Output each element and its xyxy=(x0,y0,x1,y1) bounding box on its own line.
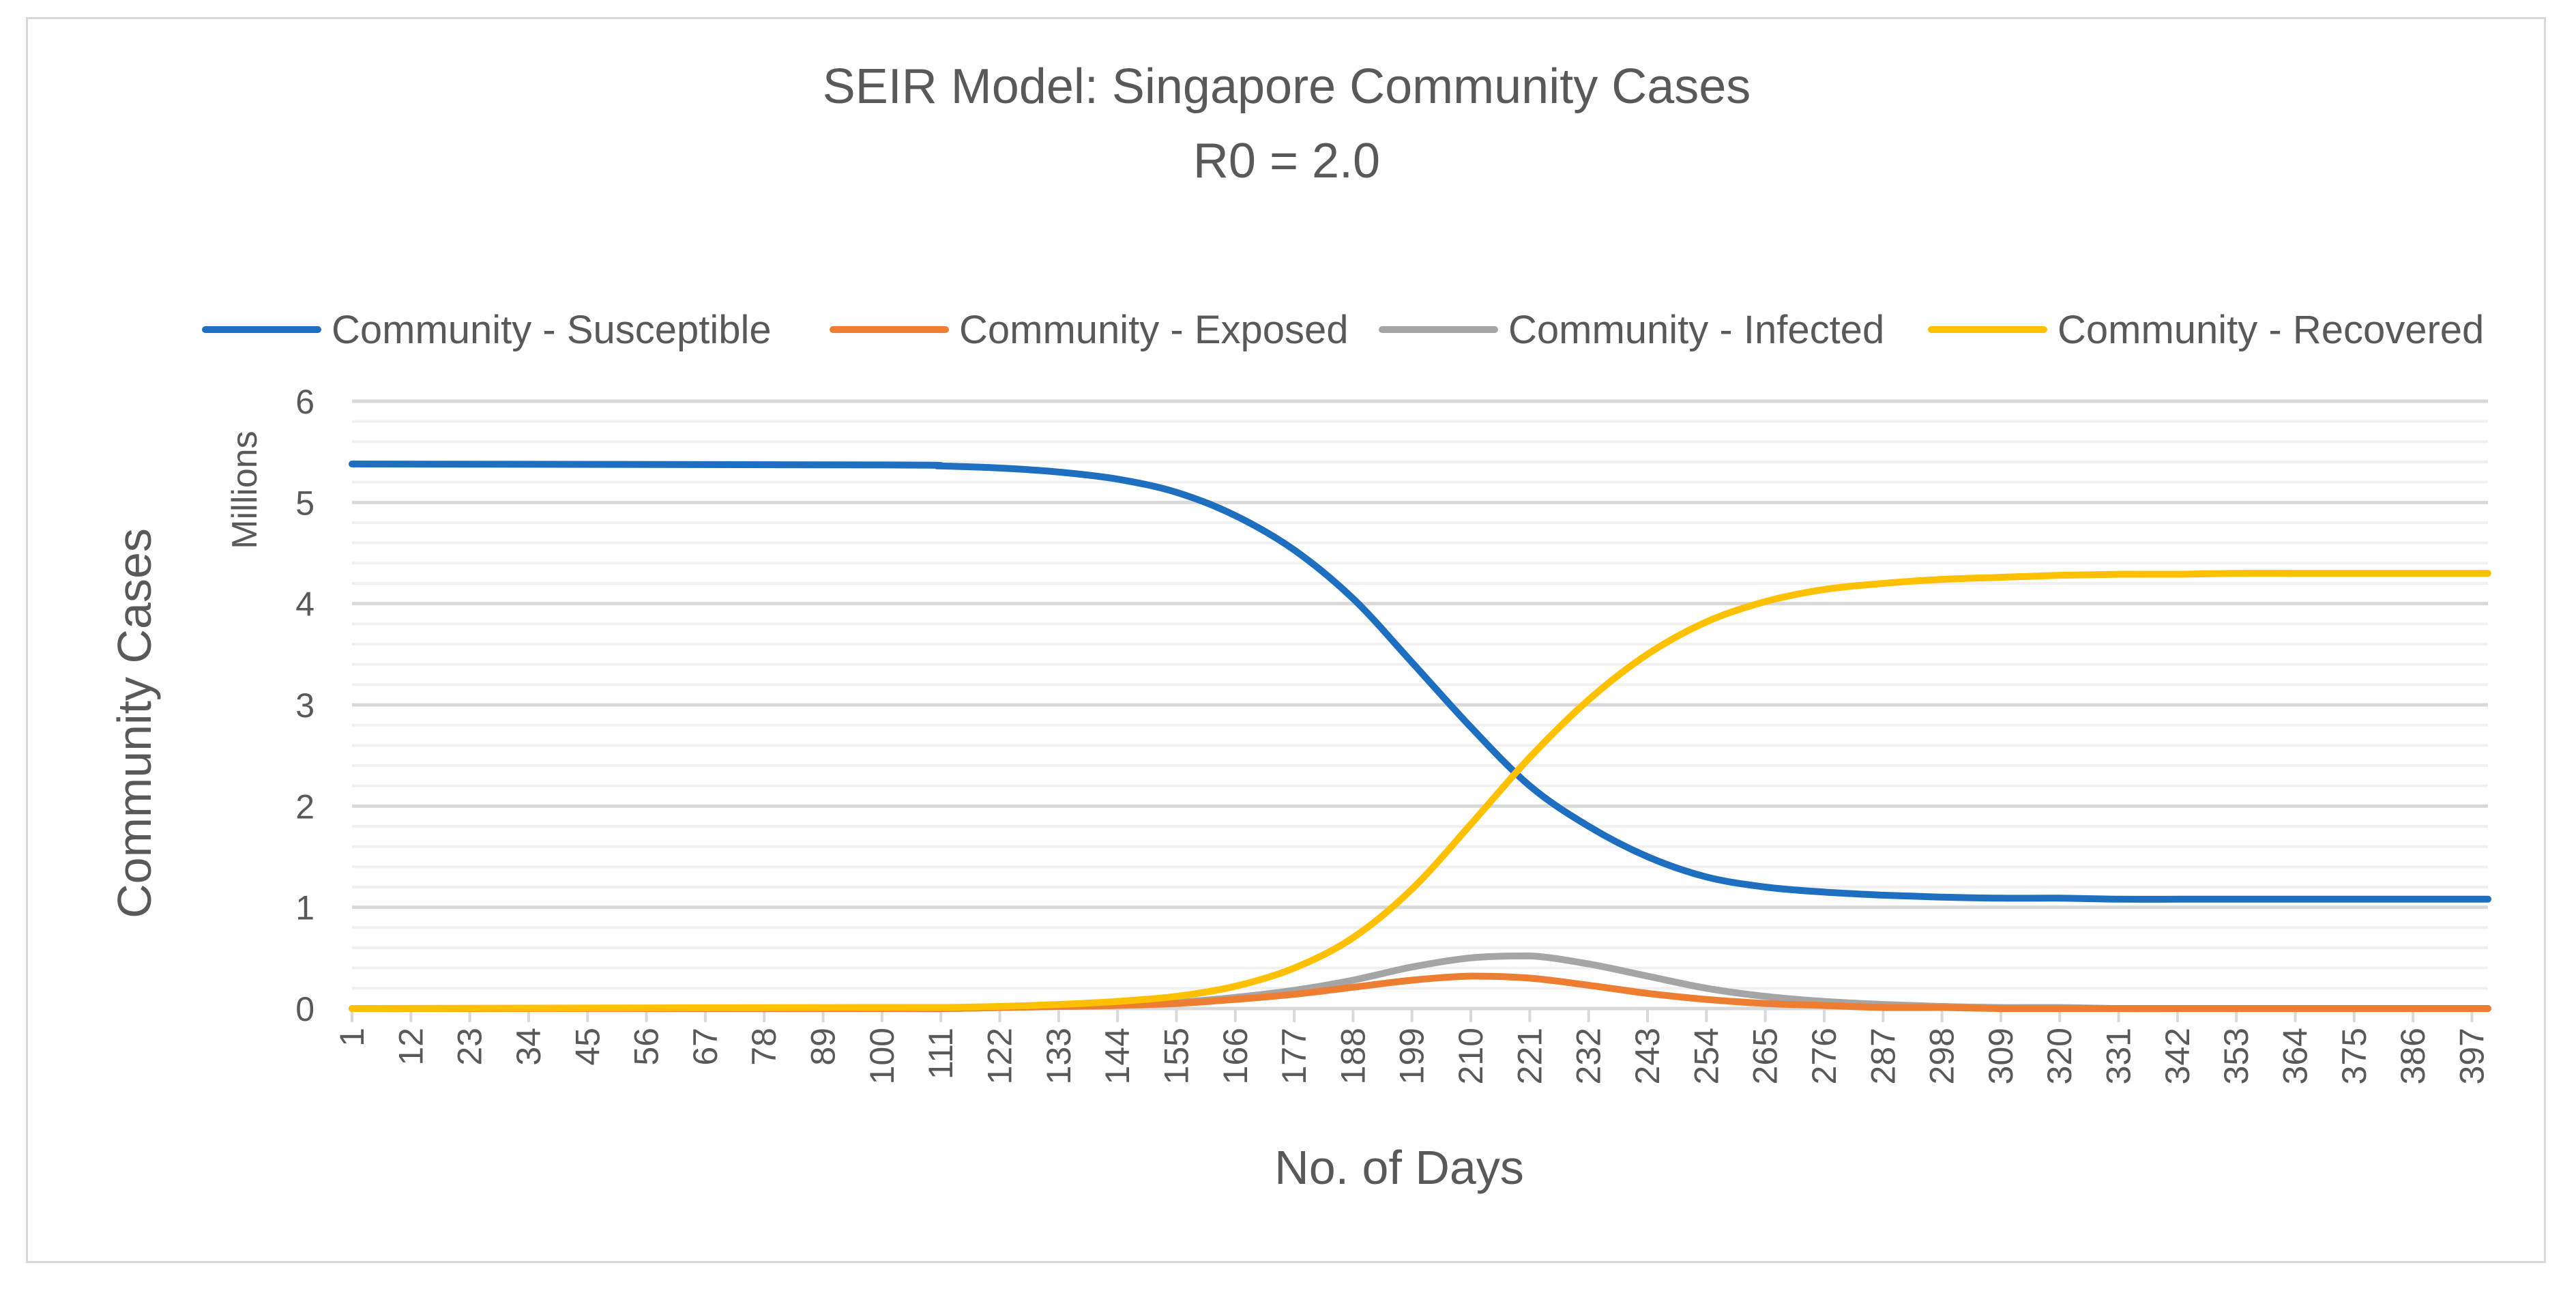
x-tick-label: 353 xyxy=(2217,1028,2255,1084)
x-tick-label: 1 xyxy=(333,1028,371,1047)
y-tick-label: 6 xyxy=(295,383,314,421)
x-tick-label: 232 xyxy=(1570,1028,1608,1084)
x-tick-label: 89 xyxy=(804,1028,843,1066)
x-tick-label: 122 xyxy=(981,1028,1019,1084)
chart-title: SEIR Model: Singapore Community Cases xyxy=(823,59,1751,114)
x-tick-label: 243 xyxy=(1628,1028,1667,1084)
x-tick-label: 342 xyxy=(2158,1028,2197,1084)
x-tick-label: 12 xyxy=(392,1028,430,1066)
plot-series xyxy=(349,461,2491,1013)
legend-item: Community - Susceptible xyxy=(202,308,772,352)
chart-area: SEIR Model: Singapore Community Cases R0… xyxy=(26,17,2546,1263)
x-axis-title: No. of Days xyxy=(1274,1141,1524,1194)
x-tick-label: 364 xyxy=(2277,1028,2315,1084)
x-tick-label: 67 xyxy=(686,1028,724,1066)
x-tick-label: 177 xyxy=(1275,1028,1313,1084)
x-tick-label: 155 xyxy=(1157,1028,1195,1084)
x-tick-label: 397 xyxy=(2453,1028,2491,1084)
y-tick-label: 0 xyxy=(295,990,314,1028)
x-tick-label: 34 xyxy=(510,1028,548,1066)
series-line-community-exposed xyxy=(349,972,2491,1013)
y-tick-label: 1 xyxy=(295,889,314,927)
x-tick-label: 210 xyxy=(1452,1028,1490,1084)
x-axis-ticks: 1 12 23 34 45 56 67 78 89 100 111 122 133 144 155 166 17… xyxy=(333,1009,2491,1084)
y-tick-label: 5 xyxy=(295,484,314,522)
legend-item: Community - Exposed xyxy=(830,308,1349,352)
x-tick-label: 298 xyxy=(1923,1028,1961,1084)
x-tick-label: 386 xyxy=(2394,1028,2432,1084)
x-tick-label: 133 xyxy=(1040,1028,1078,1084)
x-tick-label: 23 xyxy=(451,1028,489,1066)
x-tick-label: 144 xyxy=(1098,1028,1137,1084)
y-tick-label: 3 xyxy=(295,686,314,725)
y-axis-ticks: 0 1 2 3 4 5 6 xyxy=(295,383,314,1028)
x-tick-label: 45 xyxy=(568,1028,606,1066)
x-tick-label: 199 xyxy=(1393,1028,1431,1084)
x-tick-label: 276 xyxy=(1805,1028,1843,1084)
x-tick-label: 166 xyxy=(1216,1028,1255,1084)
legend-label: Community - Exposed xyxy=(959,308,1349,352)
x-tick-label: 287 xyxy=(1864,1028,1902,1084)
series-line-community-recovered xyxy=(349,570,2491,1012)
legend-label: Community - Susceptible xyxy=(332,308,772,352)
legend-item: Community - Infected xyxy=(1379,308,1884,352)
x-tick-label: 56 xyxy=(628,1028,666,1066)
legend-label: Community - Infected xyxy=(1508,308,1884,352)
x-tick-label: 188 xyxy=(1334,1028,1372,1084)
x-tick-label: 111 xyxy=(922,1028,960,1079)
y-axis-units-label: Millions xyxy=(225,431,265,549)
x-tick-label: 320 xyxy=(2040,1028,2079,1084)
x-tick-label: 265 xyxy=(1746,1028,1785,1084)
y-axis-title: Community Cases xyxy=(108,528,161,918)
chart-subtitle: R0 = 2.0 xyxy=(1193,134,1380,188)
x-tick-label: 309 xyxy=(1982,1028,2020,1084)
legend-label: Community - Recovered xyxy=(2058,308,2484,352)
x-tick-label: 78 xyxy=(745,1028,783,1066)
gridlines xyxy=(352,399,2488,1011)
x-tick-label: 221 xyxy=(1510,1028,1549,1084)
legend: Community - Susceptible Community - Expos… xyxy=(202,308,2484,352)
x-tick-label: 100 xyxy=(863,1028,901,1084)
x-tick-label: 254 xyxy=(1687,1028,1725,1084)
legend-item: Community - Recovered xyxy=(1928,308,2484,352)
y-tick-label: 4 xyxy=(295,585,314,624)
x-tick-label: 331 xyxy=(2100,1028,2138,1084)
y-tick-label: 2 xyxy=(295,787,314,826)
chart-svg: SEIR Model: Singapore Community Cases R0… xyxy=(108,59,2491,1194)
x-tick-label: 375 xyxy=(2335,1028,2373,1084)
series-line-community-susceptible xyxy=(349,461,2491,903)
